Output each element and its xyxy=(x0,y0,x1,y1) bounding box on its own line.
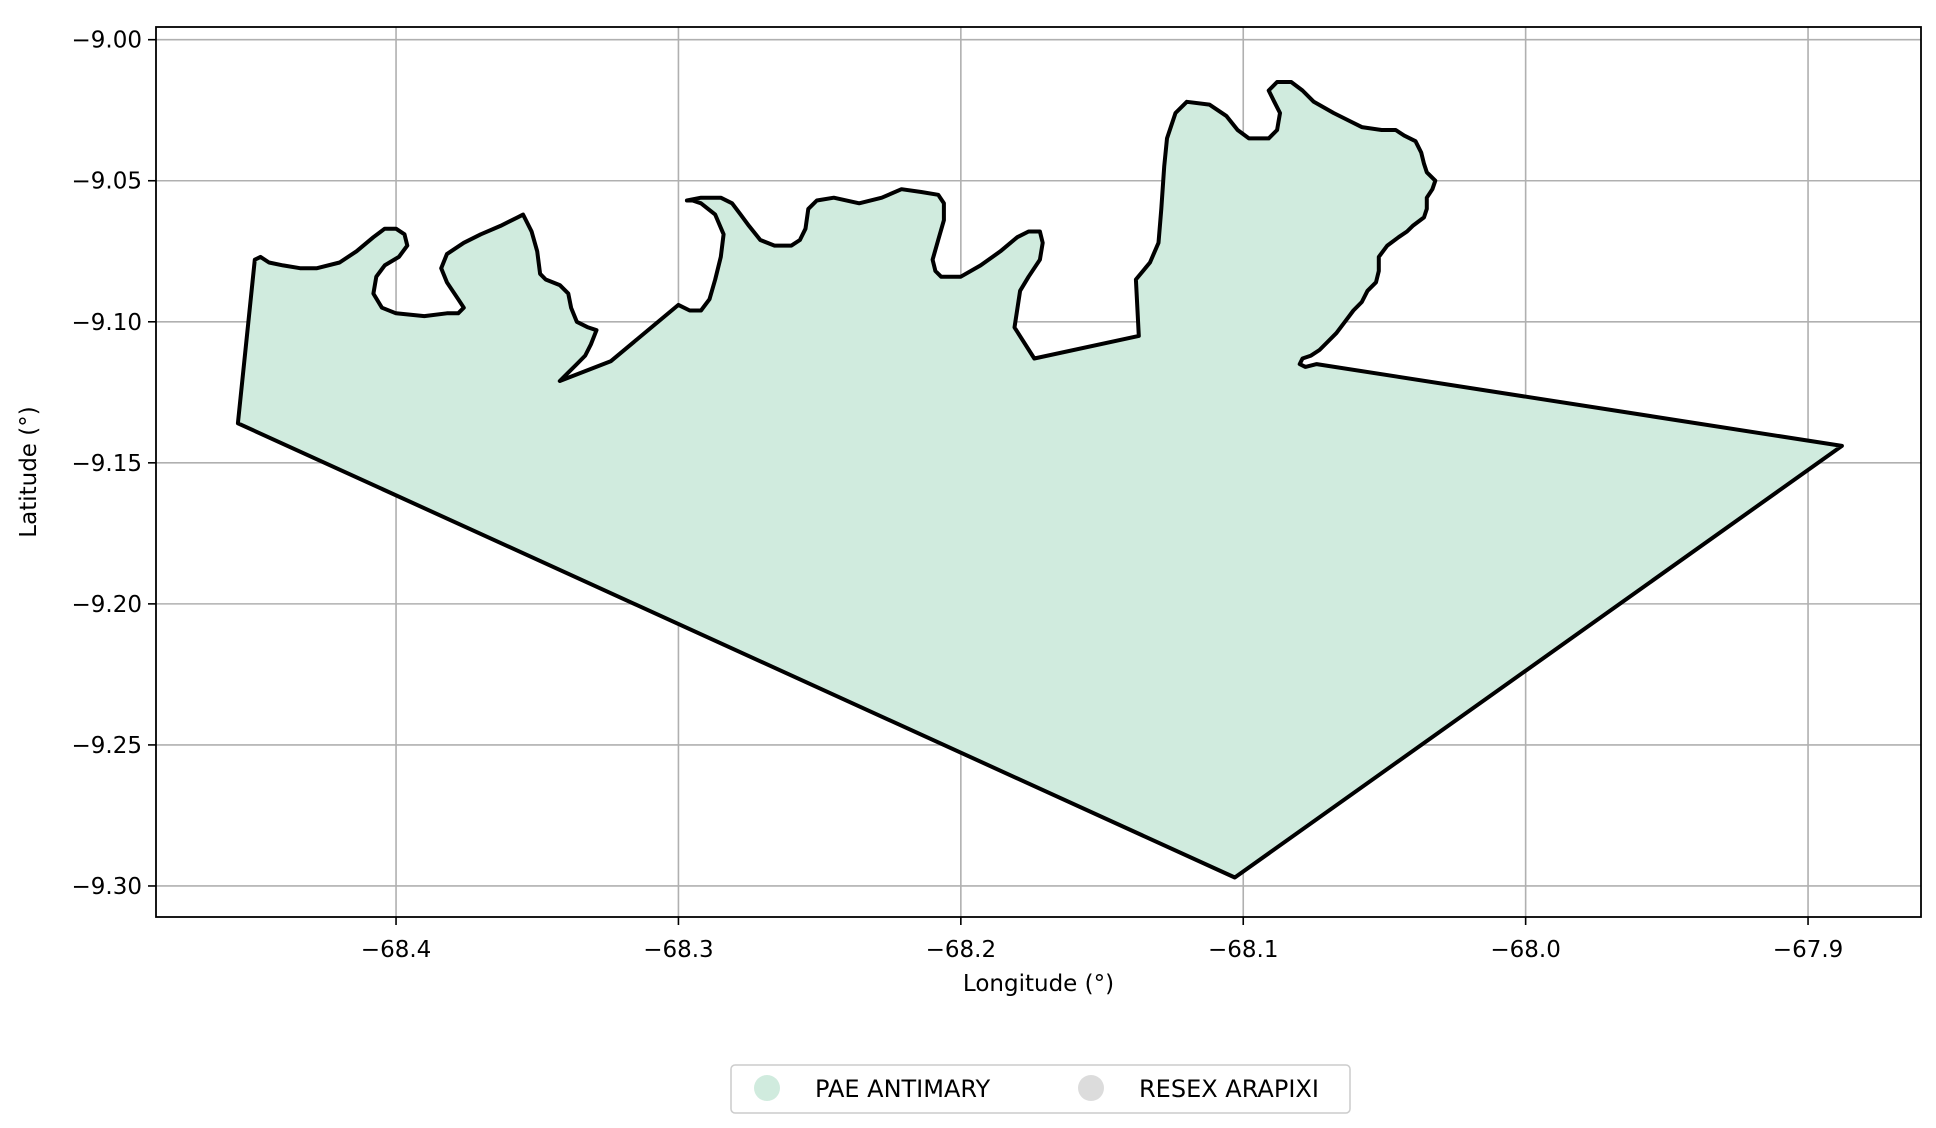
x-tick-label: −68.3 xyxy=(643,937,713,963)
x-tick-label: −68.0 xyxy=(1490,937,1560,963)
y-axis-ticks: −9.00 −9.05 −9.10 −9.15 −9.20 −9.25 −9.30 xyxy=(72,28,156,900)
x-tick-label: −68.2 xyxy=(926,937,996,963)
axes-frame xyxy=(155,26,1922,918)
x-axis-label: Longitude (°) xyxy=(963,971,1114,997)
x-tick-label: −67.9 xyxy=(1773,937,1843,963)
polygon-layer xyxy=(235,80,1844,880)
legend-marker-pae-antimary xyxy=(754,1075,780,1101)
y-tick-label: −9.15 xyxy=(72,451,142,477)
legend-box xyxy=(730,1064,1351,1114)
polygon-pae-antimary xyxy=(235,80,1844,880)
x-tick-label: −68.4 xyxy=(361,937,431,963)
x-tick-label: −68.1 xyxy=(1208,937,1278,963)
legend-marker-resex-arapixi xyxy=(1078,1075,1104,1101)
y-tick-label: −9.05 xyxy=(72,169,142,195)
y-tick-label: −9.20 xyxy=(72,592,142,618)
legend-label-resex-arapixi: RESEX ARAPIXI xyxy=(1139,1075,1319,1103)
y-tick-label: −9.10 xyxy=(72,310,142,336)
y-axis-label: Latitude (°) xyxy=(16,406,42,537)
legend-label-pae-antimary: PAE ANTIMARY xyxy=(815,1075,991,1103)
y-tick-label: −9.25 xyxy=(72,733,142,759)
legend: PAE ANTIMARY RESEX ARAPIXI xyxy=(730,1064,1351,1114)
x-axis-ticks: −68.4 −68.3 −68.2 −68.1 −68.0 −67.9 xyxy=(361,917,1843,963)
y-tick-label: −9.00 xyxy=(72,28,142,54)
y-tick-label: −9.30 xyxy=(72,874,142,900)
